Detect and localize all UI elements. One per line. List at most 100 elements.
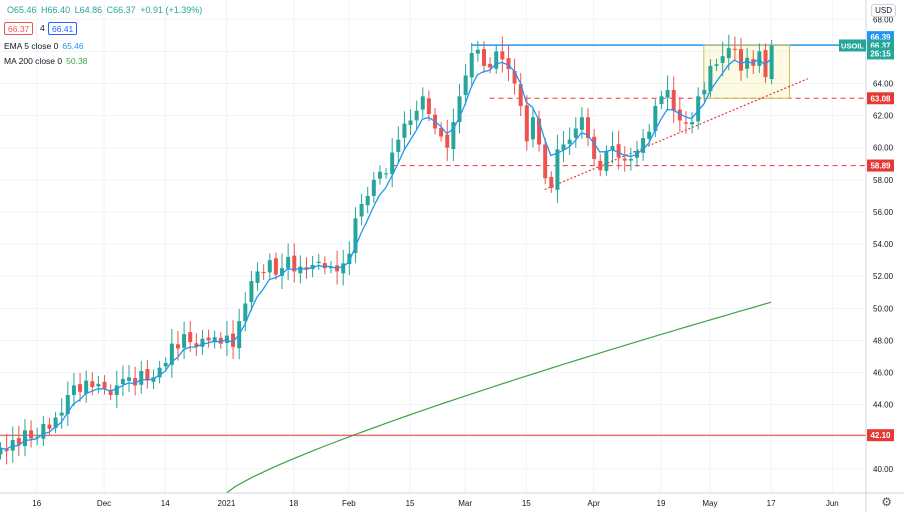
price-label-bg [867,47,894,60]
candle-down [194,343,199,347]
candle-down [500,51,505,60]
ohlc-legend: O65.46 H66.40 L64.86 C66.37 +0.91 (+1.39… [4,5,204,15]
candle-down [524,105,529,142]
ema5-line-path [0,58,772,450]
ema-value: 65.46 [62,41,84,51]
candle-down [218,337,223,344]
candle-up [151,377,156,382]
candle-down [90,381,95,388]
candle-up [0,448,3,455]
candle-down [537,118,542,145]
candle-down [677,109,682,121]
gear-icon[interactable]: ⚙ [881,495,892,509]
candle-up [690,122,695,125]
candle-down [549,176,554,188]
ema-legend[interactable]: EMA 5 close 0 65.46 [4,41,84,51]
price-label-bg [867,159,894,172]
candle-up [316,261,321,264]
y-tick-label: 58.00 [873,176,894,185]
candle-up [530,117,535,140]
x-tick-label: May [702,499,717,508]
candle-up [328,266,333,269]
y-tick-label: 54.00 [873,240,894,249]
price-label-text: 63.08 [870,94,891,103]
candle-up [420,96,425,110]
candle-up [573,128,578,138]
support-trendline [544,78,809,191]
candle-down [145,369,150,381]
candle-up [604,150,609,171]
candle-up [139,370,144,385]
candle-up [402,123,407,138]
high-value: H66.40 [41,5,71,15]
candle-up [641,138,646,153]
candle-up [396,139,401,152]
candle-up [696,96,701,122]
buy-price-button[interactable]: 66.41 [48,22,78,35]
candle-up [114,385,119,396]
candle-up [647,131,652,139]
horizontal-lines [0,44,866,436]
candle-up [371,179,376,196]
candle-down [512,70,517,84]
candle-up [169,343,174,365]
candle-up [35,436,40,438]
candle-up [280,268,285,276]
price-label-bg [867,92,894,105]
candle-down [763,50,768,78]
candle-down [261,272,266,274]
candle-down [683,122,688,124]
candle-up [555,149,560,190]
sell-price-button[interactable]: 66.37 [4,22,34,35]
candle-up [708,65,713,92]
candle-up [212,337,217,343]
x-tick-label: 17 [767,499,776,508]
candle-down [543,144,548,179]
x-tick-label: 16 [32,499,41,508]
x-tick-label: 14 [161,499,170,508]
candle-down [592,136,597,159]
currency-button[interactable]: USD [871,4,896,17]
candle-up [341,263,346,274]
price-label-text: 66.39 [870,33,891,42]
candle-up [10,440,15,451]
candle-down [671,89,676,111]
trendline [544,78,809,191]
candle-up [561,144,566,150]
candle-up [469,52,474,78]
candle-down [292,255,297,272]
candle-up [53,417,58,429]
candle-down [175,344,180,349]
x-tick-label: Jun [826,499,839,508]
x-tick-label: 18 [289,499,298,508]
candle-up [41,423,46,439]
x-tick-label: 2021 [218,499,236,508]
spread-value: 4 [40,23,45,33]
ma-legend[interactable]: MA 200 close 0 50.38 [4,56,87,66]
candle-down [622,158,627,161]
candle-up [127,377,132,381]
candle-up [84,380,89,394]
candle-down [426,98,431,115]
candle-up [255,271,260,283]
candle-up [298,266,303,274]
candle-up [286,256,291,269]
y-tick-label: 68.00 [873,15,894,24]
y-tick-label: 62.00 [873,112,894,121]
candle-down [188,332,193,343]
y-tick-label: 64.00 [873,80,894,89]
candle-up [769,45,774,80]
candle-up [414,110,419,121]
y-tick-label: 46.00 [873,369,894,378]
candle-up [359,203,364,217]
candle-up [347,253,352,265]
time-axis: 16 Dec 14 2021 18 Feb 15 Mar 15 Apr 19 May 17 Jun [32,499,839,508]
candle-up [249,281,254,303]
candle-up [200,338,205,347]
symbol-tag-bg [839,39,866,52]
candle-down [47,424,52,429]
price-label-text: 26:15 [870,49,891,58]
y-tick-label: 56.00 [873,208,894,217]
